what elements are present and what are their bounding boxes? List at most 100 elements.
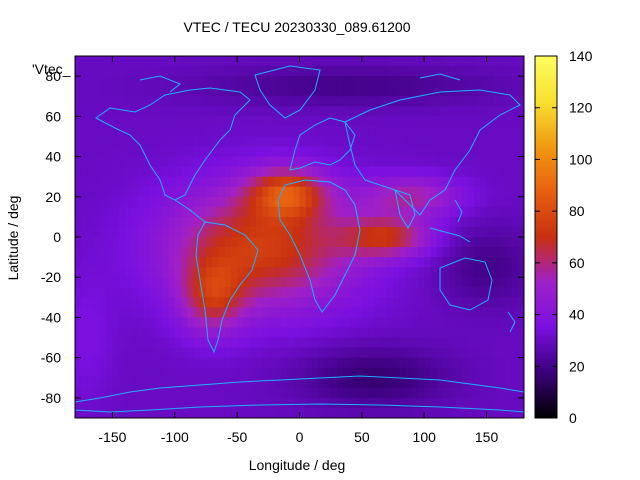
heat-cell [517, 407, 525, 419]
heat-cell [349, 166, 357, 178]
heat-cell [436, 86, 444, 97]
heat-cell [386, 76, 394, 87]
heat-cell [162, 337, 169, 349]
heat-cell [243, 86, 251, 97]
heat-cell [293, 327, 300, 338]
heat-cell [461, 116, 469, 127]
heat-cell [411, 166, 419, 178]
heat-cell [118, 66, 126, 77]
heat-cell [262, 277, 269, 288]
heat-cell [124, 277, 132, 288]
heat-cell [205, 287, 213, 298]
heat-cell [405, 337, 413, 349]
heat-cell [343, 397, 350, 409]
heat-cell [199, 317, 207, 328]
heat-cell [499, 407, 506, 419]
heat-cell [399, 337, 406, 349]
heat-cell [305, 206, 313, 218]
heat-cell [374, 277, 381, 288]
heat-cell [137, 267, 144, 278]
heat-cell [405, 297, 413, 308]
heat-cell [149, 247, 157, 258]
heat-cell [299, 387, 307, 399]
heat-cell [124, 237, 132, 248]
heat-cell [255, 277, 263, 288]
heat-cell [499, 196, 506, 208]
heat-cell [99, 277, 107, 288]
heat-cell [249, 297, 257, 308]
heat-cell [511, 56, 519, 67]
heat-cell [467, 66, 475, 77]
heat-cell [293, 66, 300, 77]
heat-cell [442, 327, 450, 338]
heat-cell [75, 367, 82, 379]
heat-cell [112, 206, 120, 218]
heat-cell [299, 196, 307, 208]
heat-cell [511, 136, 519, 147]
heat-cell [293, 347, 300, 359]
heat-cell [424, 267, 431, 278]
heat-cell [181, 257, 188, 268]
heat-cell [305, 317, 313, 328]
heat-cell [162, 96, 169, 107]
heat-cell [336, 156, 344, 168]
heat-cell [442, 347, 450, 359]
heat-cell [156, 106, 163, 117]
heat-cell [205, 267, 213, 278]
heat-cell [156, 96, 163, 107]
heat-cell [255, 166, 263, 178]
heat-cell [262, 146, 269, 157]
heat-cell [199, 407, 207, 419]
heat-cell [143, 146, 151, 157]
heat-cell [168, 156, 176, 168]
heat-cell [380, 347, 388, 359]
heat-cell [87, 347, 95, 359]
heat-cell [93, 206, 101, 218]
heat-cell [336, 86, 344, 97]
heat-cell [249, 307, 257, 318]
heat-cell [311, 76, 319, 87]
heat-cell [417, 186, 425, 198]
heat-cell [249, 317, 257, 328]
heat-cell [355, 307, 363, 318]
heat-cell [349, 76, 357, 87]
heat-cell [280, 206, 288, 218]
heat-cell [162, 66, 169, 77]
heat-cell [336, 317, 344, 328]
heat-cell [386, 166, 394, 178]
heat-cell [143, 136, 151, 147]
heat-cell [343, 66, 350, 77]
heat-cell [405, 66, 413, 77]
heat-cell [162, 287, 169, 298]
heat-cell [305, 297, 313, 308]
heat-cell [330, 126, 338, 137]
heat-cell [455, 367, 463, 379]
heat-cell [467, 297, 475, 308]
heat-cell [411, 116, 419, 127]
heat-cell [193, 156, 201, 168]
heat-cell [461, 257, 469, 268]
heat-cell [492, 216, 500, 228]
heat-cell [87, 377, 95, 389]
heat-cell [393, 327, 400, 338]
heat-cell [399, 357, 406, 369]
heat-cell [124, 176, 132, 188]
heat-cell [137, 196, 144, 208]
heat-cell [499, 397, 506, 409]
heat-cell [75, 247, 82, 258]
heat-cell [399, 257, 406, 268]
heat-cell [474, 297, 481, 308]
heat-cell [99, 166, 107, 178]
heat-cell [280, 397, 288, 409]
heat-cell [249, 337, 257, 349]
heat-cell [137, 307, 144, 318]
heat-cell [368, 136, 375, 147]
heat-cell [218, 76, 226, 87]
heat-cell [274, 407, 282, 419]
heat-cell [149, 196, 157, 208]
heat-cell [106, 116, 113, 127]
heat-cell [218, 327, 226, 338]
heat-cell [143, 267, 151, 278]
heat-cell [118, 96, 126, 107]
heat-cell [81, 287, 88, 298]
